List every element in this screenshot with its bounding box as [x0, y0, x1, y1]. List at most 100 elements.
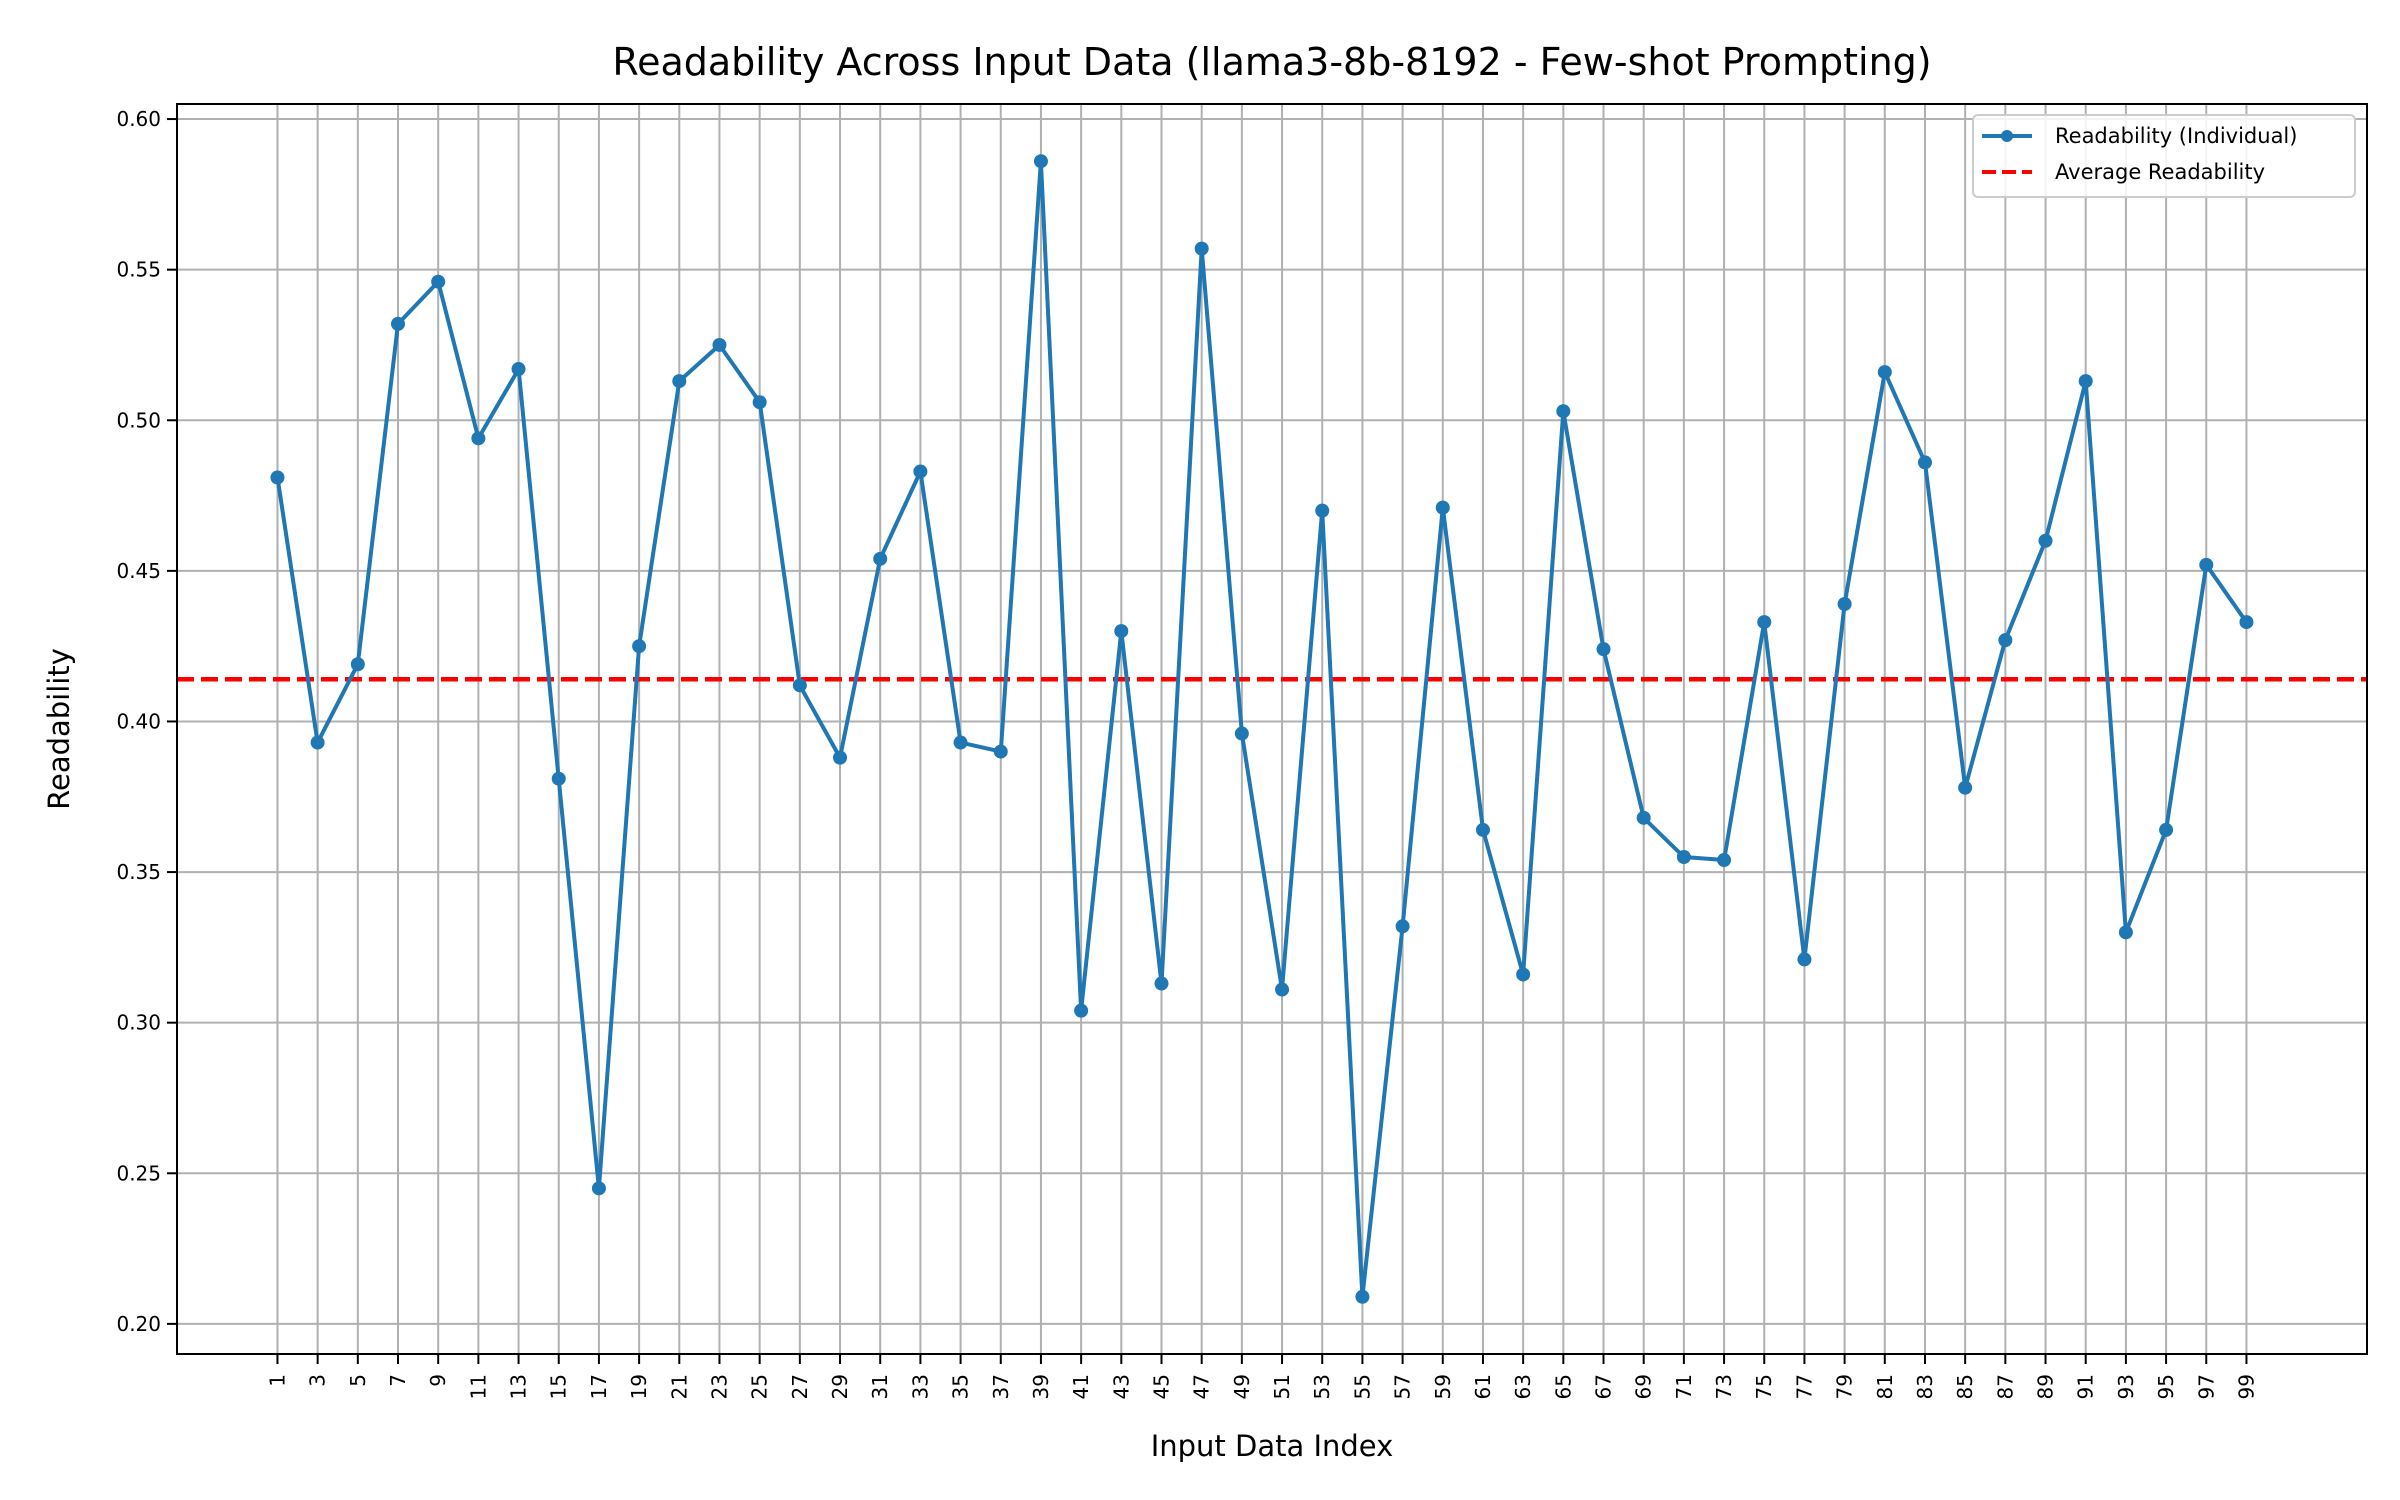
data-point: [310, 735, 325, 750]
x-tick-label: 71: [1672, 1374, 1696, 1399]
x-tick-label: 31: [868, 1374, 892, 1399]
y-tick-label: 0.60: [116, 107, 161, 131]
data-point: [1194, 241, 1209, 256]
data-point: [1837, 597, 1852, 611]
data-point: [431, 274, 446, 289]
data-point: [1757, 615, 1772, 630]
data-point: [1556, 404, 1571, 419]
x-tick-label: 93: [2114, 1374, 2138, 1399]
data-point: [1998, 633, 2013, 648]
legend-box: [1972, 114, 2356, 198]
data-point: [1958, 780, 1973, 795]
data-point: [1596, 642, 1611, 657]
x-tick-label: 11: [466, 1374, 490, 1399]
data-point: [1355, 1289, 1370, 1304]
data-point: [270, 470, 285, 485]
plot-area-frame: [176, 103, 2368, 1355]
x-axis-label: Input Data Index: [1151, 1429, 1394, 1463]
legend-label-average: Average Readability: [2055, 160, 2265, 184]
x-tick-label: 87: [1993, 1374, 2017, 1399]
data-point: [2239, 615, 2254, 630]
data-point: [2159, 822, 2174, 837]
x-tick-label: 23: [707, 1374, 731, 1399]
x-tick-label: 83: [1913, 1374, 1937, 1399]
data-point: [1516, 967, 1531, 982]
data-point: [1033, 154, 1048, 169]
x-tick-label: 97: [2194, 1374, 2218, 1399]
data-point: [1275, 982, 1290, 997]
x-tick-label: 63: [1511, 1374, 1535, 1399]
x-tick-label: 59: [1431, 1374, 1455, 1399]
x-tick-label: 69: [1632, 1374, 1656, 1399]
y-tick-label: 0.30: [116, 1011, 161, 1035]
y-tick-label: 0.20: [116, 1312, 161, 1336]
x-tick-label: 35: [949, 1374, 973, 1399]
legend: Readability (Individual) Average Readabi…: [1972, 114, 2356, 198]
x-tick-label: 61: [1471, 1374, 1495, 1399]
grid: [177, 104, 2367, 1354]
x-tick-label: 55: [1350, 1374, 1374, 1399]
data-point: [350, 657, 365, 672]
x-tick-label: 27: [788, 1374, 812, 1399]
data-point: [2078, 374, 2093, 389]
x-tick-label: 39: [1029, 1374, 1053, 1399]
x-tick-label: 49: [1230, 1374, 1254, 1399]
legend-marker-individual: [2001, 130, 2013, 142]
x-tick-label: 65: [1551, 1374, 1575, 1399]
data-point: [833, 750, 848, 765]
x-tick-label: 67: [1592, 1374, 1616, 1399]
data-point: [1475, 822, 1490, 837]
data-point: [1676, 850, 1691, 865]
x-tick-label: 7: [386, 1374, 410, 1387]
data-point: [1797, 952, 1812, 967]
x-tick-label: 15: [547, 1374, 571, 1399]
data-point: [2199, 557, 2214, 572]
x-tick-label: 53: [1310, 1374, 1334, 1399]
x-tick-label: 99: [2234, 1374, 2258, 1399]
data-point: [1636, 810, 1651, 825]
y-axis-label: Readability: [42, 648, 76, 810]
x-tick-label: 13: [507, 1374, 531, 1399]
data-point: [993, 744, 1008, 759]
x-tick-label: 45: [1149, 1374, 1173, 1399]
data-point: [1154, 976, 1169, 991]
chart-title: Readability Across Input Data (llama3-8b…: [612, 40, 1931, 84]
data-point: [1234, 726, 1249, 741]
x-tick-label: 81: [1873, 1374, 1897, 1399]
data-point: [2038, 533, 2053, 548]
x-tick-label: 73: [1712, 1374, 1736, 1399]
x-tick-label: 5: [346, 1374, 370, 1387]
data-point: [591, 1181, 606, 1196]
x-tick-label: 1: [265, 1374, 289, 1387]
legend-label-individual: Readability (Individual): [2055, 124, 2297, 148]
x-tick-label: 95: [2154, 1374, 2178, 1399]
x-tick-label: 79: [1833, 1374, 1857, 1399]
ticks: 0.200.250.300.350.400.450.500.550.601 3 5 7…: [116, 107, 2258, 1399]
x-tick-label: 9: [426, 1374, 450, 1387]
data-point: [391, 316, 406, 331]
x-tick-label: 91: [2074, 1374, 2098, 1399]
x-tick-label: 43: [1109, 1374, 1133, 1399]
data-point: [873, 551, 888, 566]
x-tick-label: 41: [1069, 1374, 1093, 1399]
data-point: [632, 639, 647, 654]
data-point: [551, 771, 566, 786]
x-tick-label: 85: [1953, 1374, 1977, 1399]
y-tick-label: 0.50: [116, 408, 161, 432]
x-tick-label: 3: [306, 1374, 330, 1387]
x-tick-label: 33: [908, 1374, 932, 1399]
data-point: [1717, 853, 1732, 868]
data-point: [1114, 624, 1129, 639]
series-layer: [270, 154, 2254, 1304]
data-point: [913, 464, 928, 479]
x-tick-label: 47: [1190, 1374, 1214, 1399]
data-point: [1074, 1003, 1089, 1018]
x-tick-label: 89: [2034, 1374, 2058, 1399]
x-tick-label: 75: [1752, 1374, 1776, 1399]
y-tick-label: 0.25: [116, 1161, 161, 1185]
data-point: [1315, 503, 1330, 518]
x-tick-label: 25: [748, 1374, 772, 1399]
data-point: [752, 395, 767, 410]
data-point: [2118, 925, 2133, 940]
